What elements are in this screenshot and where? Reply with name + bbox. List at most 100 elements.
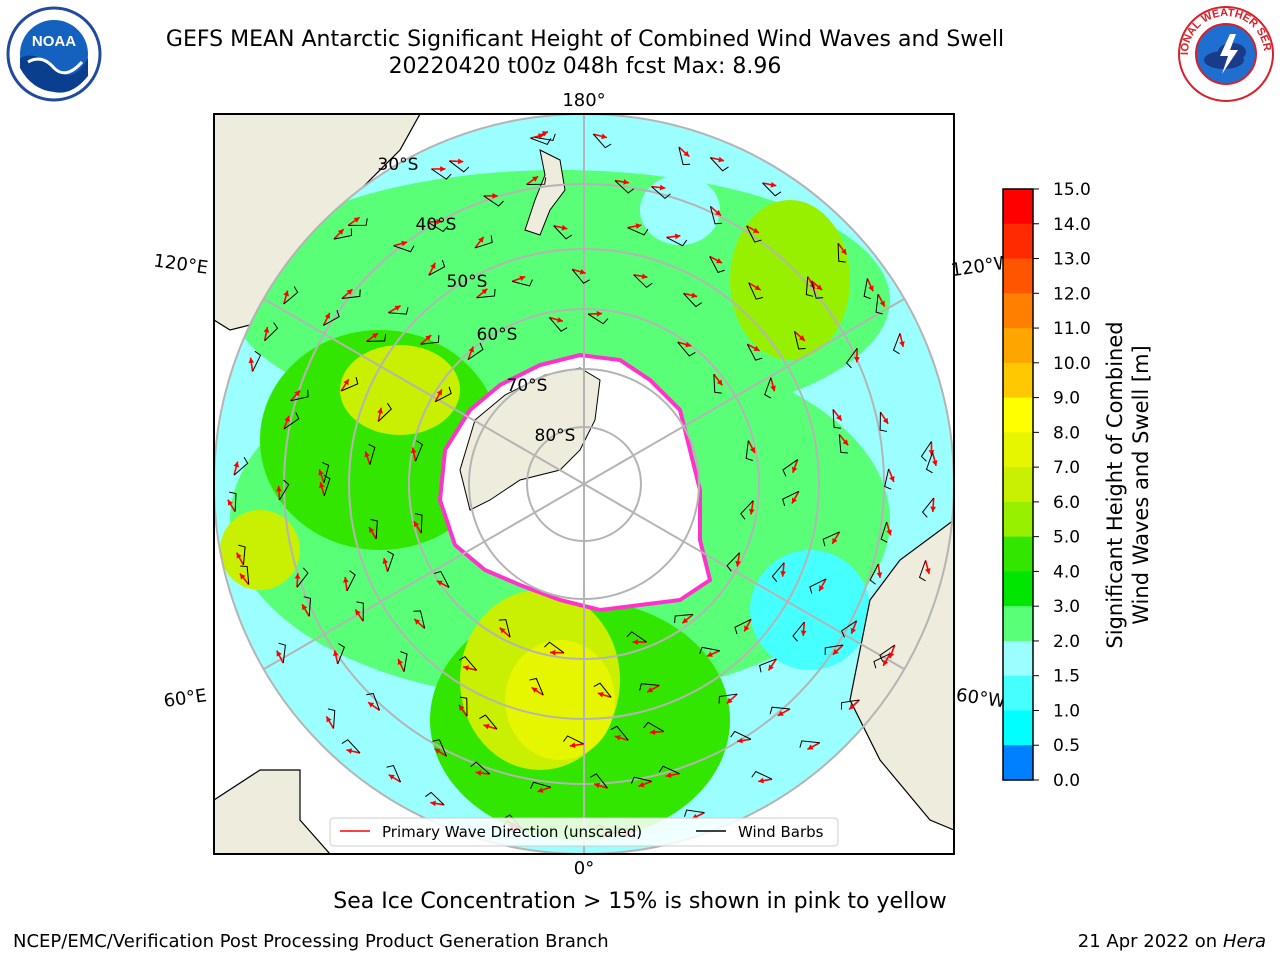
wind-barb — [633, 274, 653, 289]
lat-label-60s: 60°S — [477, 325, 518, 345]
wind-barb — [341, 739, 361, 754]
wind-barb — [512, 279, 533, 287]
wave-arrow-head — [324, 312, 330, 319]
wave-arrow-head — [436, 580, 443, 586]
wave-arrow-head — [791, 497, 798, 504]
wave-arrow-head — [777, 710, 784, 716]
sea-ice-note: Sea Ice Concentration > 15% is shown in … — [333, 889, 947, 914]
wave-arrow-head — [557, 317, 563, 323]
wind-barb — [341, 289, 361, 299]
wind-barb — [377, 402, 392, 422]
wind-barb — [678, 147, 691, 166]
wind-barb — [370, 518, 378, 539]
wind-barb — [764, 377, 772, 399]
wind-barb — [322, 461, 330, 483]
wave-arrow-head — [346, 289, 353, 295]
wind-barb — [549, 317, 568, 332]
wind-barb — [283, 286, 299, 305]
wave-arrow-head — [749, 447, 755, 454]
wave-arrow-head — [931, 460, 938, 466]
wind-barb — [658, 765, 680, 775]
wave-arrow-head — [883, 659, 889, 666]
wave-arrow-head — [770, 181, 777, 188]
wave-arrow-head — [685, 341, 692, 348]
wind-barb — [746, 343, 763, 361]
wind-barb — [841, 620, 857, 638]
wind-barb — [639, 683, 660, 691]
chart-subtitle: 20220420 t00z 048h fcst Max: 8.96 — [388, 54, 782, 79]
wave-arrow-head — [726, 697, 733, 704]
wind-barb — [571, 269, 590, 284]
wind-barb — [799, 740, 820, 748]
wind-barb — [562, 735, 584, 745]
wind-barb — [337, 643, 345, 665]
wind-barb — [474, 235, 493, 249]
wave-arrow-head — [343, 379, 349, 386]
wind-barb — [433, 570, 450, 588]
wave-arrow-head — [641, 273, 648, 280]
wave-arrow-head — [532, 176, 539, 182]
wave-arrow-head — [372, 333, 379, 339]
colorbar-segment — [1003, 675, 1033, 711]
wind-barb — [837, 243, 846, 263]
colorbar-segment — [1003, 501, 1033, 538]
wave-arrow-head — [842, 439, 849, 446]
footer-date-text: 21 Apr 2022 on — [1077, 931, 1218, 952]
wind-barb — [709, 256, 725, 274]
colorbar-segment — [1003, 293, 1033, 329]
wind-barb — [341, 376, 359, 392]
wind-barb — [366, 333, 387, 342]
wind-barb — [699, 646, 720, 655]
wave-arrow-head — [840, 248, 847, 255]
wave-arrow-head — [475, 770, 482, 776]
wave-arrow-head — [276, 650, 282, 657]
wind-barb — [346, 570, 356, 592]
wave-arrow-head — [430, 262, 436, 269]
wave-arrow-head — [457, 158, 464, 165]
colorbar-tick-label: 13.0 — [1053, 250, 1091, 270]
wave-arrow-head — [239, 573, 246, 580]
wave-arrow-head — [368, 702, 375, 708]
lat-label-40s: 40°S — [416, 215, 457, 235]
wind-barb — [449, 160, 470, 173]
colorbar-label: Significant Height of Combined Wind Wave… — [1103, 321, 1153, 648]
wind-barb — [428, 259, 446, 276]
wave-arrow-head — [326, 716, 332, 723]
colorbar-tick-label: 10.0 — [1053, 354, 1091, 374]
wind-barb — [873, 653, 891, 669]
wind-barb — [769, 706, 791, 715]
wave-arrow-head — [791, 466, 798, 473]
wind-barb — [476, 288, 496, 299]
wave-arrow-head — [691, 292, 698, 299]
wind-barb — [415, 440, 424, 462]
wave-arrow-head — [458, 704, 465, 711]
wave-arrow-head — [659, 184, 666, 191]
africa-land — [214, 769, 331, 854]
colorbar-tick-label: 0.5 — [1053, 736, 1080, 756]
wave-arrow-head — [499, 627, 506, 634]
wave-arrow-head — [807, 744, 814, 750]
wind-barb — [470, 761, 490, 775]
colorbar-tick-label: 7.0 — [1053, 458, 1080, 478]
wave-arrow-head — [519, 275, 526, 282]
wind-barb — [863, 278, 871, 300]
colorbar-segment — [1003, 223, 1033, 260]
wind-barb — [794, 331, 806, 350]
wave-arrow-head — [832, 537, 838, 544]
wave-arrow-head — [397, 658, 403, 665]
wave-arrow-head — [888, 652, 895, 659]
wind-barb — [535, 133, 556, 142]
wind-barb — [740, 500, 754, 520]
wind-barb — [278, 479, 290, 501]
wave-arrow-head — [302, 604, 308, 611]
wind-barb — [805, 276, 814, 297]
wind-barb — [303, 596, 312, 617]
wind-barb — [425, 791, 445, 806]
wind-barb — [884, 468, 892, 490]
colorbar-segment — [1003, 571, 1033, 607]
wave-arrow-head — [550, 649, 556, 656]
wave-arrow-head — [353, 217, 360, 223]
wave-arrow-head — [879, 300, 885, 307]
wind-barb — [413, 610, 426, 629]
